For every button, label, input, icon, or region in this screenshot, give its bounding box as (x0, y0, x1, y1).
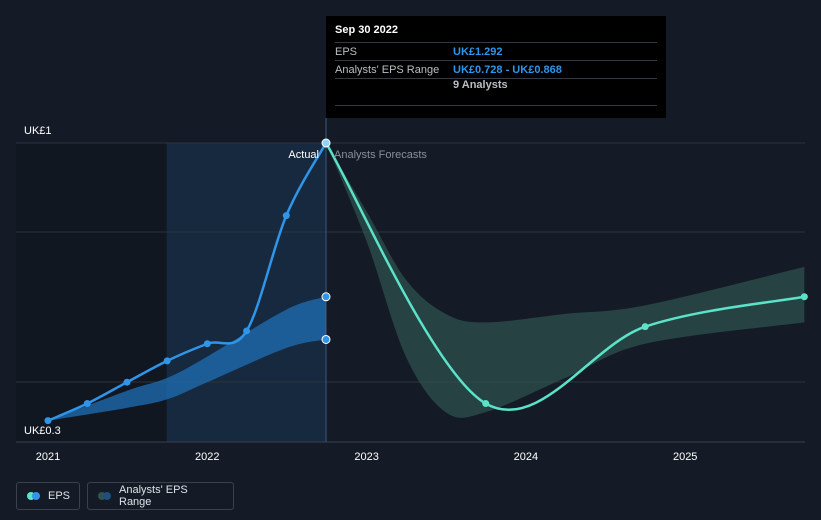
x-tick-label: 2021 (36, 451, 60, 463)
eps-legend-icon (27, 492, 40, 500)
x-tick-label: 2022 (195, 451, 219, 463)
range-legend-icon (98, 492, 111, 500)
range-high-point (321, 292, 331, 302)
tooltip-analysts-row: 9 Analysts (335, 78, 657, 106)
last-year-highlight (166, 143, 327, 442)
range-band-forecast (326, 143, 805, 418)
eps-point-actual (44, 417, 52, 425)
eps-point-actual (282, 212, 290, 220)
tooltip: Sep 30 2022 EPS UK£1.292 Analysts' EPS R… (326, 16, 666, 118)
x-tick-label: 2023 (354, 451, 378, 463)
legend-range-label: Analysts' EPS Range (119, 484, 188, 508)
eps-line-forecast (324, 142, 805, 412)
eps-point-actual (163, 357, 171, 365)
eps-point-forecast (641, 323, 649, 331)
tooltip-range-label: Analysts' EPS Range (335, 63, 440, 76)
eps-point-actual (243, 327, 251, 335)
legend-eps-button[interactable]: EPS (16, 482, 80, 510)
eps-point-forecast (800, 293, 808, 301)
tooltip-analysts: 9 Analysts (453, 79, 508, 91)
tooltip-eps-label: EPS (335, 45, 358, 58)
eps-point-actual (203, 340, 211, 348)
eps-point-actual (123, 378, 131, 386)
tooltip-range-row: Analysts' EPS Range UK£0.728 - UK£0.868 (335, 60, 657, 78)
tooltip-eps-row: EPS UK£1.292 (335, 42, 657, 60)
y-label-bottom: UK£0.3 (24, 425, 61, 437)
tooltip-date: Sep 30 2022 (335, 24, 398, 36)
y-label-top: UK£1 (24, 125, 52, 137)
eps-point-actual (83, 400, 91, 408)
x-tick-label: 2024 (514, 451, 538, 463)
tooltip-range-value: UK£0.728 - UK£0.868 (453, 63, 562, 76)
tooltip-eps-value: UK£1.292 (453, 45, 503, 58)
legend-eps-label: EPS (48, 490, 71, 502)
x-tick-label: 2025 (673, 451, 697, 463)
forecast-label: Analysts Forecasts (334, 149, 427, 161)
range-band-past (48, 296, 327, 421)
range-low-point (321, 334, 331, 344)
eps-point-actual (321, 138, 331, 148)
legend-range-button[interactable]: Analysts' EPS Range (87, 482, 234, 510)
eps-point-forecast (482, 400, 490, 408)
actual-label: Actual (288, 149, 319, 161)
